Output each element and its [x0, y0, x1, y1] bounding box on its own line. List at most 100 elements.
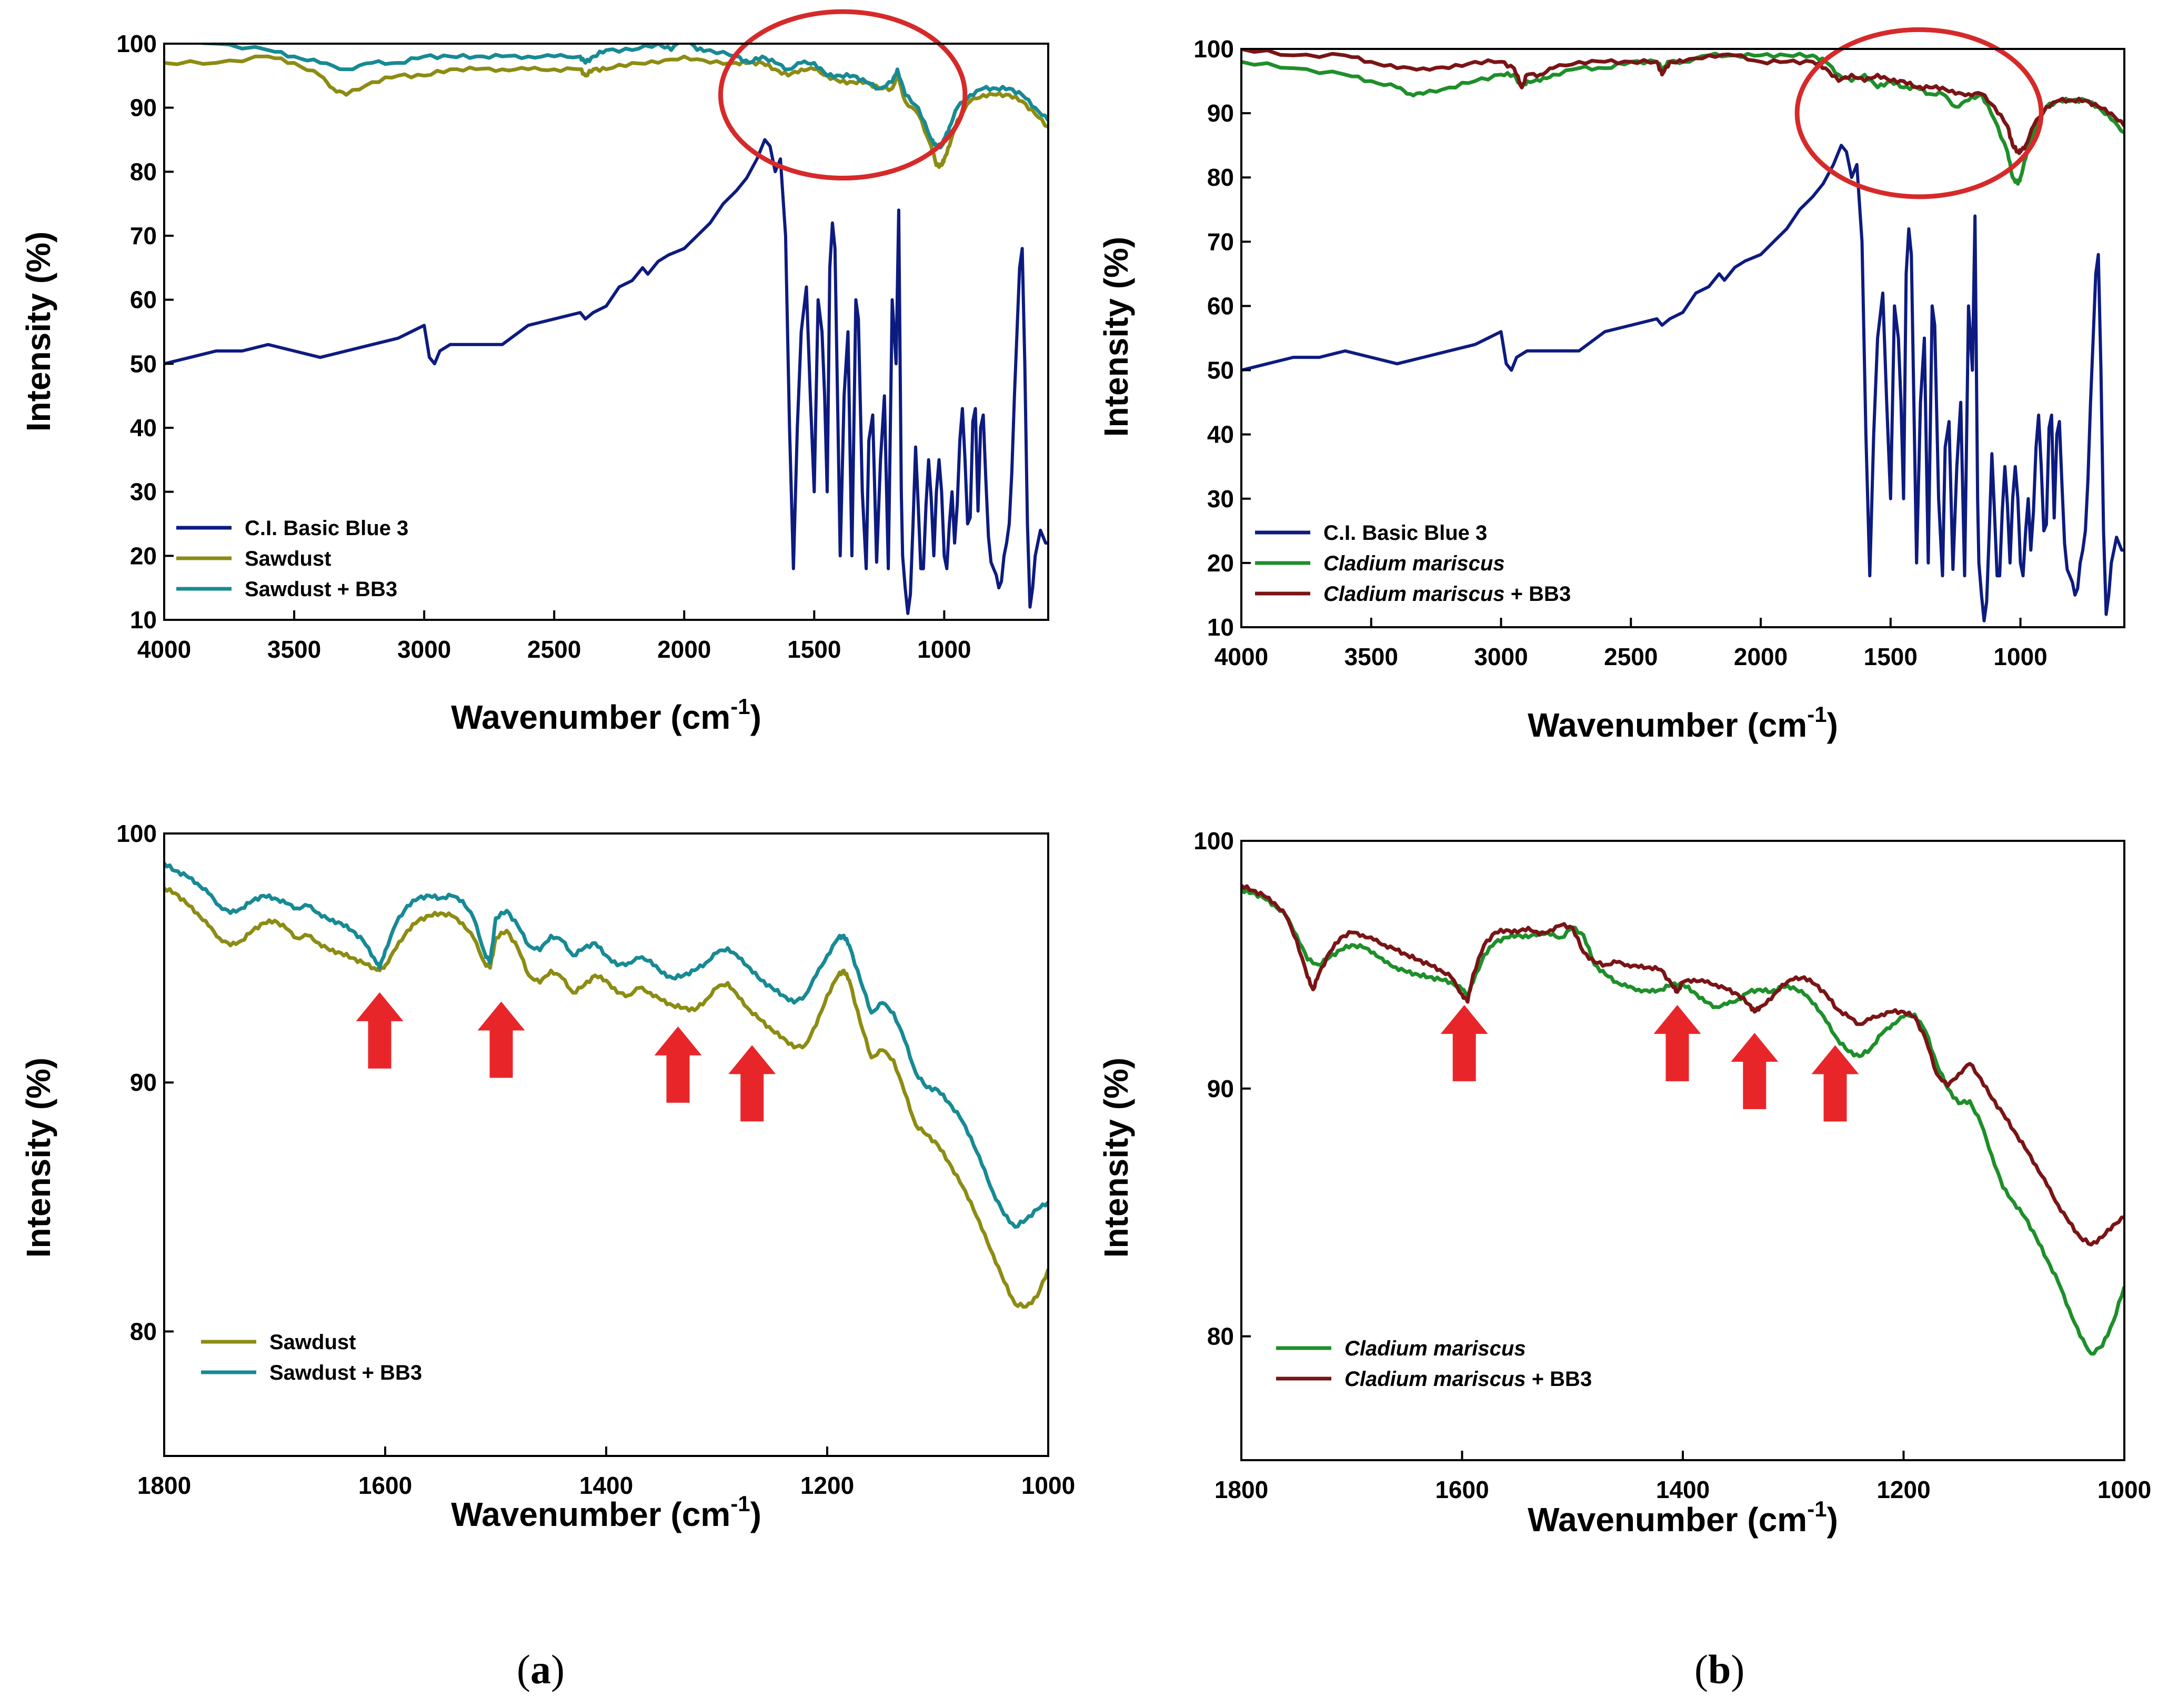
y-tick-label: 90	[1207, 99, 1234, 127]
legend-label-suffix: + BB3	[1526, 1368, 1592, 1391]
chart-bottom-left: 1800 1600 1400 1200 1000 80 90 100 Intensity (%)…	[19, 820, 1075, 1533]
x-tick-label: 4000	[1215, 643, 1268, 670]
legend-label: Sawdust + BB3	[269, 1361, 422, 1384]
x-axis-label-main: Wavenumber (cm	[1528, 1501, 1807, 1539]
x-tick-label: 1000	[1021, 1472, 1075, 1499]
x-tick-label: 3000	[1474, 643, 1528, 670]
plot-frame	[1240, 48, 2125, 628]
legend-label-italic: Cladium mariscus	[1323, 582, 1505, 606]
x-axis-label-main: Wavenumber (cm	[451, 698, 730, 736]
y-tick-label: 80	[1207, 164, 1234, 191]
x-tick-label: 2500	[1604, 643, 1658, 670]
x-tick-label: 1000	[1993, 643, 2047, 670]
x-axis-label-superscript: -1	[1807, 702, 1826, 727]
legend-label: Cladium mariscus + BB3	[1323, 582, 1571, 606]
y-axis-label: Intensity (%)	[1097, 237, 1135, 437]
legend-label: Sawdust + BB3	[245, 578, 397, 601]
series-line-1	[164, 862, 1048, 1229]
y-tick-label: 90	[130, 94, 157, 122]
legend-label: C.I. Basic Blue 3	[245, 517, 408, 540]
x-axis-label-main: Wavenumber (cm	[1528, 706, 1807, 744]
y-axis-label: Intensity (%)	[19, 232, 57, 431]
x-tick-label: 3500	[1344, 643, 1398, 670]
chart-top-right: 4000 3500 3000 2500 2000 1500 1000 10 20 30 40 50 60…	[1097, 27, 2125, 744]
series-line-1	[164, 54, 1048, 169]
peak-arrow	[1653, 1004, 1701, 1081]
y-tick-label: 80	[130, 158, 157, 185]
y-tick-label: 10	[1207, 614, 1234, 641]
peak-arrow	[728, 1045, 776, 1122]
x-axis-label-close: )	[750, 698, 761, 736]
series-line-0	[1241, 888, 2124, 1356]
y-tick-label: 30	[130, 478, 157, 506]
x-axis-label-close: )	[750, 1495, 761, 1533]
x-tick-label: 4000	[137, 636, 191, 663]
x-axis-label: Wavenumber (cm-1)	[451, 694, 761, 736]
panel-label-a: (a)	[517, 1646, 565, 1693]
peak-arrow	[1731, 1032, 1779, 1109]
y-tick-label: 30	[1207, 485, 1234, 513]
legend-label-suffix: + BB3	[1505, 582, 1571, 606]
series-line-2	[1241, 49, 2124, 155]
y-axis-label: Intensity (%)	[19, 1058, 57, 1258]
highlight-ellipse	[718, 9, 968, 180]
x-tick-label: 1000	[2097, 1476, 2151, 1503]
peak-arrow	[1440, 1004, 1488, 1081]
x-tick-label: 1400	[1656, 1476, 1710, 1503]
panel-label-b-open: (	[1694, 1646, 1708, 1692]
peak-arrow	[1811, 1045, 1859, 1122]
x-tick-label: 2000	[1734, 643, 1788, 670]
panel-label-a-open: (	[517, 1646, 530, 1692]
legend-label: Cladium mariscus + BB3	[1344, 1368, 1592, 1391]
series-line-0	[164, 887, 1048, 1309]
y-tick-label: 40	[1207, 421, 1234, 448]
x-tick-label: 2000	[657, 636, 711, 663]
x-tick-label: 1600	[1435, 1476, 1489, 1503]
y-tick-label: 70	[1207, 228, 1234, 255]
y-tick-label: 60	[1207, 292, 1234, 319]
highlight-ellipse	[1794, 27, 2044, 199]
x-tick-label: 1500	[787, 636, 841, 663]
y-tick-label: 50	[1207, 357, 1234, 384]
y-tick-label: 100	[1193, 827, 1234, 855]
x-axis-label-close: )	[1827, 706, 1838, 744]
x-axis-label-superscript: -1	[730, 1491, 750, 1516]
y-tick-label: 100	[116, 820, 157, 847]
x-tick-label: 1200	[800, 1472, 854, 1499]
plot-frame	[163, 43, 1049, 621]
x-tick-label: 1400	[579, 1472, 633, 1499]
y-tick-label: 20	[130, 542, 157, 569]
legend-label-italic: Cladium mariscus	[1344, 1368, 1526, 1391]
legend-label: Sawdust	[245, 547, 331, 570]
series-line-1	[1241, 52, 2124, 186]
x-tick-label: 3500	[267, 636, 321, 663]
y-tick-label: 90	[1207, 1075, 1234, 1102]
x-axis-label-close: )	[1827, 1501, 1838, 1539]
y-tick-label: 40	[130, 414, 157, 441]
x-axis-label-superscript: -1	[730, 694, 750, 719]
y-tick-label: 70	[130, 222, 157, 249]
y-axis-label: Intensity (%)	[1097, 1058, 1135, 1258]
x-tick-label: 1200	[1876, 1476, 1930, 1503]
panel-label-b-close: )	[1731, 1646, 1745, 1692]
y-tick-label: 100	[1193, 35, 1234, 63]
x-tick-label: 1800	[1215, 1476, 1268, 1503]
chart-bottom-right: 1800 1600 1400 1200 1000 80 90 100 Intensity (%)…	[1097, 827, 2151, 1539]
x-axis-label-main: Wavenumber (cm	[451, 1495, 730, 1533]
panel-label-b: (b)	[1694, 1646, 1744, 1693]
series-line-1	[1241, 884, 2124, 1247]
peak-arrow	[477, 1001, 525, 1078]
panel-label-a-close: )	[550, 1646, 565, 1692]
y-tick-label: 100	[116, 30, 157, 57]
x-axis-label-superscript: -1	[1807, 1496, 1826, 1521]
x-tick-label: 1800	[137, 1472, 191, 1499]
x-axis-label: Wavenumber (cm-1)	[1528, 702, 1838, 744]
series-line-2	[199, 44, 1048, 150]
x-axis-label: Wavenumber (cm-1)	[1528, 1496, 1838, 1539]
legend-label: Cladium mariscus	[1323, 552, 1505, 575]
peak-arrow	[654, 1026, 702, 1103]
x-tick-label: 1600	[358, 1472, 412, 1499]
y-tick-label: 80	[130, 1318, 157, 1345]
series-line-0	[1241, 144, 2124, 622]
chart-top-left: 4000 3500 3000 2500 2000 1500 1000 10 20 30 40 50 60…	[19, 9, 1049, 736]
